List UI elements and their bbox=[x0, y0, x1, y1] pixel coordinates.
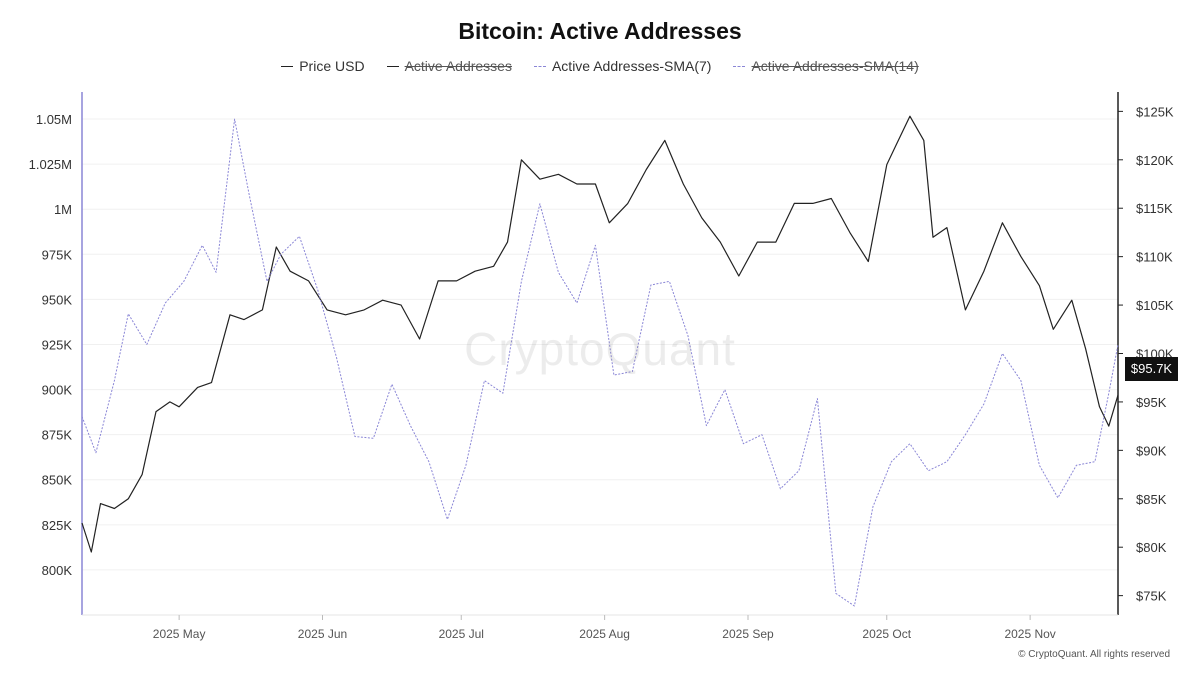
legend-swatch-sma7 bbox=[533, 65, 546, 67]
y-left-tick-label: 900K bbox=[42, 383, 73, 398]
legend-swatch-active-addresses bbox=[386, 65, 399, 67]
y-left-tick-label: 1M bbox=[54, 202, 72, 217]
y-left-tick-label: 950K bbox=[42, 292, 73, 307]
x-tick-label: 2025 Jul bbox=[439, 627, 484, 641]
x-tick-label: 2025 Oct bbox=[862, 627, 911, 641]
legend-label-sma7: Active Addresses-SMA(7) bbox=[551, 58, 712, 74]
x-tick-label: 2025 Nov bbox=[1004, 627, 1055, 641]
series-line-price-usd[interactable] bbox=[81, 115, 1119, 553]
series-layer bbox=[81, 115, 1119, 607]
y-right-tick-label: $80K bbox=[1136, 540, 1167, 555]
y-left-tick-label: 825K bbox=[42, 518, 73, 533]
y-right-tick-label: $110K bbox=[1136, 250, 1173, 265]
series-line-active-addresses-sma7[interactable] bbox=[81, 118, 1119, 607]
y-right-tick-label: $95K bbox=[1136, 395, 1167, 410]
legend-swatch-sma14 bbox=[733, 65, 746, 67]
y-left-tick-label: 800K bbox=[42, 563, 73, 578]
y-left-tick-label: 1.05M bbox=[36, 112, 72, 127]
x-tick-label: 2025 Aug bbox=[579, 627, 630, 641]
y-right-tick-label: $75K bbox=[1136, 589, 1167, 604]
y-right-tick-label: $85K bbox=[1136, 492, 1167, 507]
watermark: CryptoQuant bbox=[464, 323, 736, 375]
y-left-tick-label: 975K bbox=[42, 247, 73, 262]
legend-label-active-addresses: Active Addresses bbox=[404, 58, 512, 74]
y-right-tick-label: $125K bbox=[1136, 104, 1174, 119]
legend-label-price: Price USD bbox=[299, 58, 365, 74]
chart-title: Bitcoin: Active Addresses bbox=[458, 18, 742, 44]
y-right-tick-label: $90K bbox=[1136, 443, 1167, 458]
legend-label-sma14: Active Addresses-SMA(14) bbox=[751, 58, 919, 74]
y-right-tick-label: $120K bbox=[1136, 153, 1174, 168]
y-right-tick-label: $115K bbox=[1136, 201, 1173, 216]
grid-layer bbox=[82, 118, 1118, 571]
current-price-tag: $95.7K bbox=[1125, 357, 1178, 381]
x-tick-label: 2025 Sep bbox=[722, 627, 774, 641]
legend-swatch-price bbox=[281, 65, 294, 67]
legend-item-sma7[interactable]: Active Addresses-SMA(7) bbox=[533, 58, 712, 74]
y-left-tick-label: 1.025M bbox=[29, 157, 72, 172]
x-tick-label: 2025 Jun bbox=[298, 627, 347, 641]
y-left-tick-label: 875K bbox=[42, 428, 73, 443]
y-right-tick-label: $105K bbox=[1136, 298, 1174, 313]
copyright-text: © CryptoQuant. All rights reserved bbox=[1018, 649, 1170, 660]
y-left-tick-label: 925K bbox=[42, 337, 73, 352]
x-tick-label: 2025 May bbox=[153, 627, 206, 641]
legend-item-active-addresses[interactable]: Active Addresses bbox=[386, 58, 512, 74]
y-left-tick-label: 850K bbox=[42, 473, 73, 488]
legend-item-sma14[interactable]: Active Addresses-SMA(14) bbox=[733, 58, 919, 74]
axis-layer: 800K 825K 850K 875K 900K 925K 950K 975K 1M 1.025M… bbox=[29, 92, 1174, 641]
legend-item-price[interactable]: Price USD bbox=[281, 58, 365, 74]
legend: Price USD Active Addresses Active Addres… bbox=[0, 58, 1200, 74]
